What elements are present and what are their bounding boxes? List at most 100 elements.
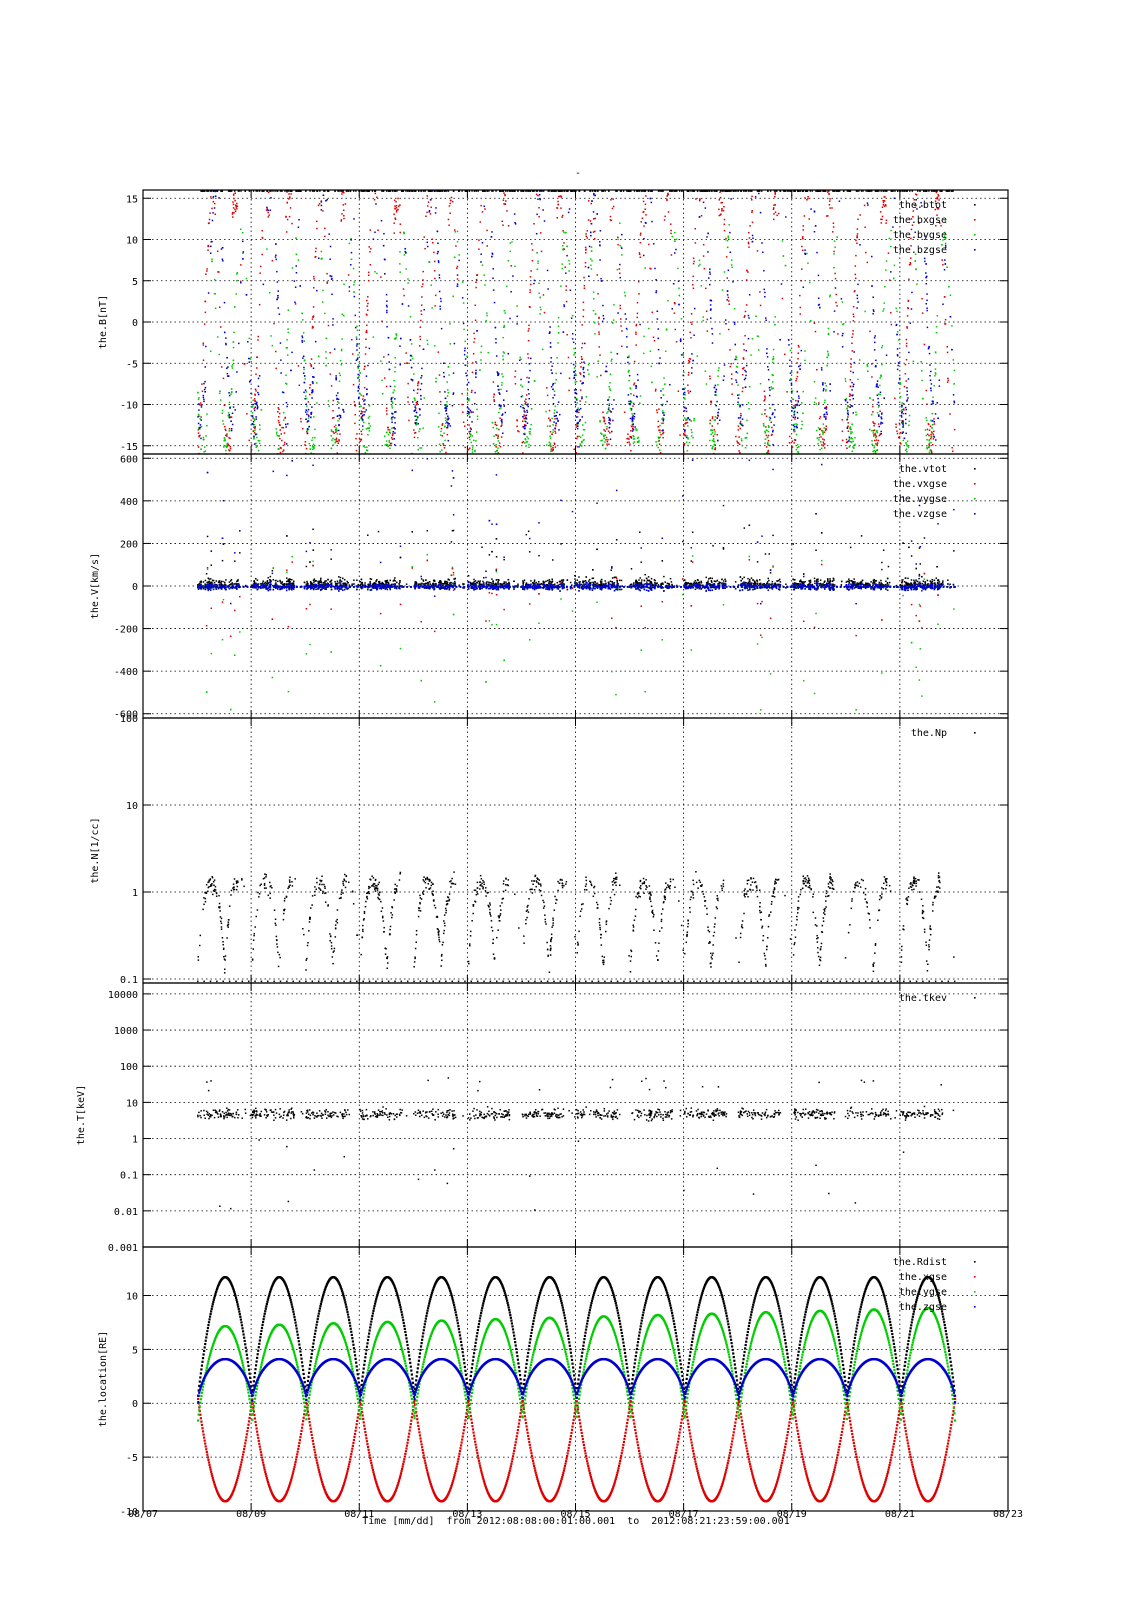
series-the-bxgse bbox=[197, 190, 956, 454]
y-axis-label-V: the.V[km/s] bbox=[90, 553, 101, 619]
y-tick-label: 0.001 bbox=[108, 1243, 138, 1254]
y-tick-label: 0 bbox=[132, 318, 138, 329]
grid-N bbox=[143, 718, 1008, 983]
x-tick-label: 08/11 bbox=[344, 1509, 374, 1520]
y-tick-label: -5 bbox=[126, 359, 138, 370]
panel-T: 0.001 0.01 0.1 1 10 100 1000 10000 the.T[keV] the… bbox=[76, 982, 1009, 1254]
y-tick-label: 0 bbox=[132, 582, 138, 593]
legend-entry: the.bygse bbox=[893, 230, 947, 241]
panel-N: 0.1 1 10 100 the.N[1/cc] the.Np bbox=[90, 714, 1009, 986]
y-tick-label: 100 bbox=[120, 714, 138, 725]
grid-B bbox=[143, 190, 1008, 454]
y-tick-label: -200 bbox=[114, 625, 138, 636]
y-tick-label: 1 bbox=[132, 1135, 138, 1146]
series-the-ygse bbox=[197, 1306, 957, 1422]
series-the-vygse bbox=[197, 553, 956, 711]
x-tick-label: 08/23 bbox=[993, 1509, 1023, 1520]
y-tick-label: 10 bbox=[126, 1098, 138, 1109]
series-the-btot bbox=[200, 190, 954, 192]
legend-marker bbox=[974, 498, 976, 500]
legend-T: the.tkev bbox=[899, 993, 976, 1004]
legend-entry: the.vygse bbox=[893, 494, 947, 505]
series-the-vtot bbox=[197, 524, 956, 588]
y-tick-label: 600 bbox=[120, 454, 138, 465]
legend-marker bbox=[974, 468, 976, 470]
y-tick-label: -10 bbox=[120, 401, 138, 412]
y-ticks-loc: -10 -5 0 5 10 bbox=[120, 1247, 1009, 1518]
legend-entry: the.btot bbox=[899, 200, 947, 211]
y-ticks-B: -15 -10 -5 0 5 10 15 bbox=[120, 190, 1009, 454]
legend-entry: the.ygse bbox=[899, 1287, 947, 1298]
y-tick-label: 0 bbox=[132, 1399, 138, 1410]
y-tick-label: 0.01 bbox=[114, 1207, 138, 1218]
y-tick-label: 100 bbox=[120, 1062, 138, 1073]
y-tick-label: 200 bbox=[120, 539, 138, 550]
y-tick-label: 15 bbox=[126, 194, 138, 205]
x-axis-label: Time [mm/dd] from 2012:08:08:00:01:00.00… bbox=[362, 1516, 789, 1527]
legend-entry: the.Rdist bbox=[893, 1257, 947, 1268]
legend-entry: the.vzgse bbox=[893, 509, 947, 520]
panels: -15-10-5051015the.B[nT]the.btotthe.bxgse… bbox=[76, 189, 1009, 1518]
y-axis-label-N: the.N[1/cc] bbox=[90, 817, 101, 883]
points-loc bbox=[197, 1276, 957, 1503]
legend-marker bbox=[974, 483, 976, 485]
y-tick-label: -10 bbox=[120, 1507, 138, 1518]
legend-entry: the.tkev bbox=[899, 993, 947, 1004]
panel-loc: -10 -5 0 5 10 the.location[RE] the.Rdist the.xg… bbox=[98, 1246, 1009, 1518]
y-tick-label: 0.1 bbox=[120, 975, 138, 986]
series-the-bzgse bbox=[197, 190, 956, 448]
legend-entry: the.Np bbox=[911, 728, 947, 739]
y-tick-label: -600 bbox=[114, 710, 138, 721]
legend-marker bbox=[974, 234, 976, 236]
series-the-Rdist bbox=[197, 1276, 957, 1397]
x-tick-label: 08/19 bbox=[777, 1509, 807, 1520]
legend-marker bbox=[974, 997, 976, 999]
series-the-vxgse bbox=[197, 559, 956, 638]
legend-marker bbox=[974, 513, 976, 515]
y-tick-label: 400 bbox=[120, 497, 138, 508]
y-tick-label: 10 bbox=[126, 236, 138, 247]
panel-B: -15 -10 -5 0 5 10 15 the.B[nT] the.btot the.bxgse… bbox=[98, 189, 1009, 455]
x-tick-label: 08/17 bbox=[669, 1509, 699, 1520]
legend-marker bbox=[974, 1291, 976, 1293]
series-the-Np bbox=[197, 871, 956, 983]
series-the-zgse bbox=[197, 1357, 957, 1404]
legend-marker bbox=[974, 219, 976, 221]
y-tick-label: 5 bbox=[132, 277, 138, 288]
legend-loc: the.Rdist the.xgse the.ygse the.zgse bbox=[893, 1257, 976, 1313]
legend-entry: the.vxgse bbox=[893, 479, 947, 490]
x-tick-label: 08/21 bbox=[885, 1509, 915, 1520]
x-axis-ticks: 08/07 08/09 08/11 08/13 08/15 08/17 08/19 08/21… bbox=[128, 1509, 1023, 1520]
points-V bbox=[197, 458, 956, 711]
x-tick-label: 08/15 bbox=[560, 1509, 590, 1520]
series-the-tkev bbox=[197, 1077, 955, 1211]
legend-entry: the.bzgse bbox=[893, 245, 947, 256]
y-tick-label: -5 bbox=[126, 1453, 138, 1464]
y-tick-label: 10 bbox=[126, 1291, 138, 1302]
points-T bbox=[197, 1077, 955, 1211]
legend-entry: the.vtot bbox=[899, 464, 947, 475]
y-axis-label-T: the.T[keV] bbox=[76, 1085, 87, 1145]
legend-entry: the.xgse bbox=[899, 1272, 947, 1283]
legend-marker bbox=[974, 1261, 976, 1263]
series-the-vzgse bbox=[197, 458, 956, 605]
x-tick-label: 08/07 bbox=[128, 1509, 158, 1520]
panel-V: -600 -400 -200 0 200 400 600 the.V[km/s] the.vto… bbox=[90, 453, 1009, 721]
x-tick-label: 08/13 bbox=[452, 1509, 482, 1520]
series-the-xgse bbox=[197, 1397, 957, 1503]
y-tick-label: 1000 bbox=[114, 1026, 138, 1037]
legend-entry: the.zgse bbox=[899, 1302, 947, 1313]
x-tick-label: 08/09 bbox=[236, 1509, 266, 1520]
legend-entry: the.bxgse bbox=[893, 215, 947, 226]
y-tick-label: 10000 bbox=[108, 990, 138, 1001]
legend-marker bbox=[974, 249, 976, 251]
y-tick-label: -15 bbox=[120, 442, 138, 453]
panel-frame-loc bbox=[142, 1246, 1009, 1512]
top-title: - bbox=[575, 168, 581, 179]
legend-marker bbox=[974, 1276, 976, 1278]
y-tick-label: 10 bbox=[126, 801, 138, 812]
y-axis-label-loc: the.location[RE] bbox=[98, 1331, 109, 1427]
legend-N: the.Np bbox=[911, 728, 976, 739]
